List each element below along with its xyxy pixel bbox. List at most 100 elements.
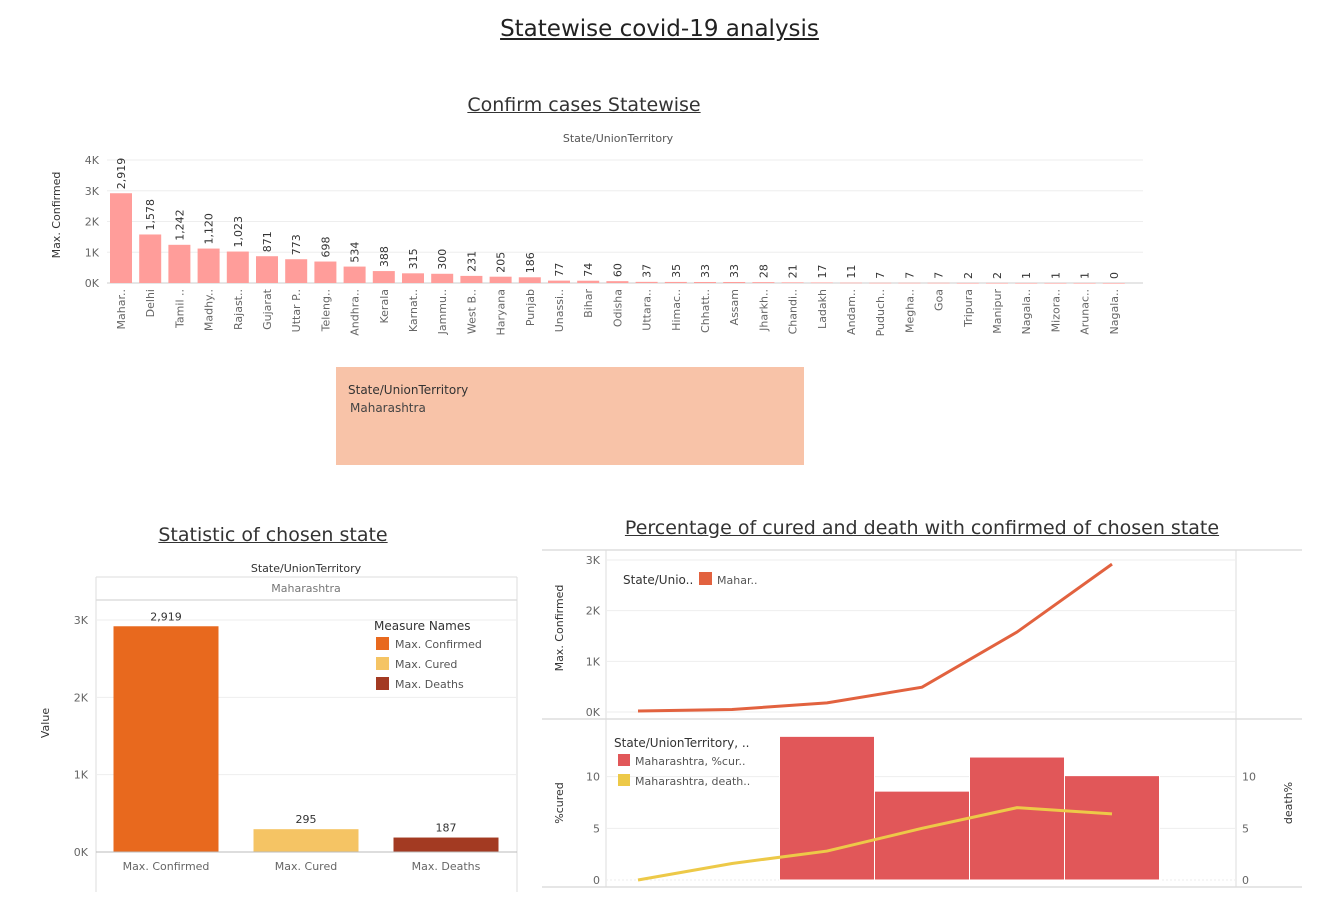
chart1-ytick: 4K [85, 154, 100, 167]
chart2-xtick: Max. Cured [275, 860, 337, 873]
chart1-bar [752, 282, 775, 283]
confirm-cases-chart[interactable]: Max. Confirmed 0K 1K 2K 3K 4K 2,919 Mahar.. 1,5… [0, 145, 1319, 345]
chart1-xtick: Chhatt.. [699, 289, 712, 333]
chart1-value-label: 534 [349, 242, 362, 263]
chart1-value-label: 1 [1079, 272, 1092, 279]
chart1-xtick: Jammu.. [436, 289, 449, 335]
chart1-value-label: 2 [962, 272, 975, 279]
chart1-xtick: Puduch.. [874, 289, 887, 336]
chart1-bar [139, 234, 162, 283]
chart1-xtick: Arunac.. [1079, 289, 1092, 335]
chart1-bar [1044, 282, 1067, 284]
chart1-value-label: 7 [874, 272, 887, 279]
chart1-bar [1015, 282, 1038, 284]
chart1-bar [489, 276, 512, 283]
chart2-ytick: 0K [74, 846, 89, 859]
chart1-bar [606, 281, 629, 283]
chart1-bar [723, 281, 746, 283]
chart4-ytick-right: 0 [1242, 874, 1249, 887]
chart1-xtick: Uttar P.. [290, 289, 303, 332]
chart4-ytick-left: 0 [593, 874, 600, 887]
chosen-state-statistic-chart[interactable]: Value Measure Names 0K 1K 2K 3K 2,919 Max. Co… [0, 560, 530, 899]
chart1-xtick: Tripura [962, 289, 975, 328]
chart1-xtick: Andhra.. [349, 289, 362, 336]
chart3-ytick: 3K [586, 554, 601, 567]
chart1-bar [898, 282, 921, 284]
chart4-bar-cured [779, 735, 875, 881]
chart1-xtick: Gujarat [261, 288, 274, 330]
chart1-xtick: Haryana [495, 289, 508, 336]
chart2-ytick: 2K [74, 691, 89, 704]
chart4-legend-item: Maharashtra, death.. [635, 775, 750, 788]
chart1-bar [402, 273, 424, 283]
chart1-ytick: 0K [85, 277, 100, 290]
chart2-legend-item: Max. Deaths [395, 678, 464, 691]
chart3-ytick: 0K [586, 706, 601, 719]
chart1-value-label: 205 [495, 252, 508, 273]
chart1-bar [226, 251, 249, 283]
chart1-value-label: 1,578 [144, 199, 157, 231]
chart1-xtick: Karnat.. [407, 289, 420, 332]
chart3-legend-item: Mahar.. [717, 574, 757, 587]
chart1-xtick: Ladakh [816, 289, 829, 329]
chart1-bar [781, 282, 804, 283]
chart4-legend-swatch [618, 774, 630, 786]
chart1-value-label: 60 [611, 263, 624, 277]
chart1-xtick: Andam.. [845, 289, 858, 335]
chart1-xtick: Mahar.. [115, 289, 128, 329]
chart1-xtick: Megha.. [903, 289, 916, 333]
chart1-value-label: 0 [1108, 272, 1121, 279]
chart2-value-label: 2,919 [150, 610, 182, 623]
chart1-value-label: 871 [261, 231, 274, 252]
filter-value[interactable]: Maharashtra [350, 401, 426, 415]
chart1-xtick: Teleng.. [319, 289, 332, 332]
chart1-xtick: Chandi.. [787, 289, 800, 334]
chart2-legend-swatch [376, 637, 389, 650]
chart1-xtick: Assam [728, 289, 741, 325]
chart1-value-label: 2,919 [115, 158, 128, 190]
chart1-value-label: 37 [641, 264, 654, 278]
chart1-bar [694, 281, 716, 283]
chart1-value-label: 388 [378, 246, 391, 267]
chart1-ytick: 2K [85, 216, 100, 229]
chart4-legend-item: Maharashtra, %cur.. [635, 755, 745, 768]
chart2-legend-swatch [376, 677, 389, 690]
chart1-xtick: Unassi.. [553, 289, 566, 332]
chart1-bar [110, 193, 132, 283]
chart1-xtick: Punjab [524, 289, 537, 326]
chart1-xtick: Jharkh.. [757, 289, 770, 332]
chart1-bar [256, 256, 278, 283]
filter-header: State/UnionTerritory [348, 383, 469, 397]
chart4-ytick-left: 10 [586, 771, 600, 784]
chart1-value-label: 21 [787, 264, 800, 278]
cured-death-percentage-chart[interactable]: Max. Confirmed %cured death% State/Unio.… [530, 540, 1319, 899]
chart1-xtick: Mizora.. [1049, 289, 1062, 332]
chart2-legend-title: Measure Names [374, 619, 470, 633]
chart1-xtick: West B.. [465, 289, 478, 334]
chart1-bar [869, 282, 892, 284]
chart1-xtick: Delhi [144, 289, 157, 317]
chart1-value-label: 773 [290, 234, 303, 255]
chart1-value-label: 17 [816, 264, 829, 278]
state-filter-card[interactable]: State/UnionTerritory Maharashtra [336, 367, 804, 465]
chart1-value-label: 28 [757, 264, 770, 278]
chart1-bar [1102, 283, 1125, 284]
chart4-bar-cured [1064, 775, 1160, 881]
page-title: Statewise covid-19 analysis [500, 16, 819, 42]
chart2-header: State/UnionTerritory [250, 562, 362, 575]
chart3-line-confirmed [637, 562, 1113, 713]
chart1-bar [168, 244, 191, 283]
chart1-xtick: Rajast.. [232, 289, 245, 330]
chart2-value-label: 295 [296, 813, 317, 826]
chart1-value-label: 74 [582, 263, 595, 277]
chart1-bar [577, 280, 600, 283]
chart4-bar-cured [969, 756, 1065, 881]
chart1-xtick: Manipur [991, 289, 1004, 334]
chart2-xtick: Max. Deaths [412, 860, 481, 873]
chart2-bar [113, 626, 219, 852]
chart2-ylabel: Value [39, 708, 52, 738]
chart2-value-label: 187 [436, 822, 457, 835]
chart1-ytick: 1K [85, 246, 100, 259]
chart2-title: Statistic of chosen state [158, 524, 388, 546]
chart1-bar [986, 282, 1008, 284]
